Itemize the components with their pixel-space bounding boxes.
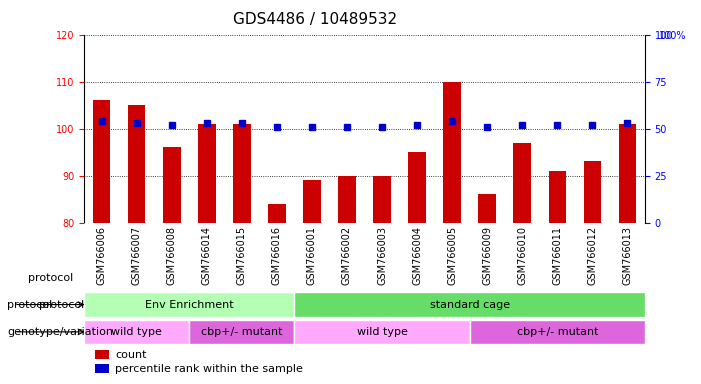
Text: GSM766007: GSM766007 [132, 226, 142, 285]
Text: cbp+/- mutant: cbp+/- mutant [201, 327, 283, 337]
Bar [303, 180, 320, 222]
Bar [408, 152, 426, 222]
Text: GSM766002: GSM766002 [342, 226, 352, 285]
Text: GSM766009: GSM766009 [482, 226, 492, 285]
Text: protocol: protocol [7, 300, 53, 310]
Text: GSM766010: GSM766010 [517, 226, 527, 285]
Text: GSM766003: GSM766003 [377, 226, 387, 285]
Text: GSM766011: GSM766011 [552, 226, 562, 285]
Text: Env Enrichment: Env Enrichment [145, 300, 233, 310]
Text: wild type: wild type [111, 327, 162, 337]
Bar [198, 124, 216, 222]
Text: count: count [115, 350, 147, 360]
Bar [514, 142, 531, 222]
Bar [95, 350, 109, 359]
Text: percentile rank within the sample: percentile rank within the sample [115, 364, 303, 374]
Text: protocol: protocol [28, 273, 74, 283]
Text: GSM766013: GSM766013 [622, 226, 632, 285]
Text: genotype/variation: genotype/variation [7, 327, 113, 337]
Bar [339, 175, 355, 222]
Text: GSM766016: GSM766016 [272, 226, 282, 285]
FancyBboxPatch shape [294, 319, 470, 344]
Bar [128, 105, 146, 222]
Bar [478, 194, 496, 222]
Bar [233, 124, 251, 222]
Text: GSM766005: GSM766005 [447, 226, 457, 285]
FancyBboxPatch shape [294, 292, 645, 317]
Bar [95, 364, 109, 373]
Y-axis label: 100%: 100% [659, 31, 687, 41]
Text: GSM766004: GSM766004 [412, 226, 422, 285]
FancyBboxPatch shape [470, 319, 645, 344]
Text: GDS4486 / 10489532: GDS4486 / 10489532 [233, 12, 397, 26]
Text: GSM766008: GSM766008 [167, 226, 177, 285]
FancyBboxPatch shape [189, 319, 294, 344]
Text: protocol: protocol [39, 300, 84, 310]
Bar [444, 81, 461, 222]
Bar [549, 171, 566, 222]
Bar [374, 175, 391, 222]
Bar [268, 204, 286, 222]
Bar [163, 147, 181, 222]
Text: GSM766015: GSM766015 [237, 226, 247, 285]
Text: cbp+/- mutant: cbp+/- mutant [517, 327, 598, 337]
FancyBboxPatch shape [84, 319, 189, 344]
Text: GSM766006: GSM766006 [97, 226, 107, 285]
Text: GSM766001: GSM766001 [307, 226, 317, 285]
Bar [584, 161, 601, 222]
Text: wild type: wild type [357, 327, 407, 337]
Text: standard cage: standard cage [430, 300, 510, 310]
Bar [93, 100, 111, 222]
Text: GSM766012: GSM766012 [587, 226, 597, 285]
Bar [619, 124, 637, 222]
FancyBboxPatch shape [84, 292, 294, 317]
Text: GSM766014: GSM766014 [202, 226, 212, 285]
